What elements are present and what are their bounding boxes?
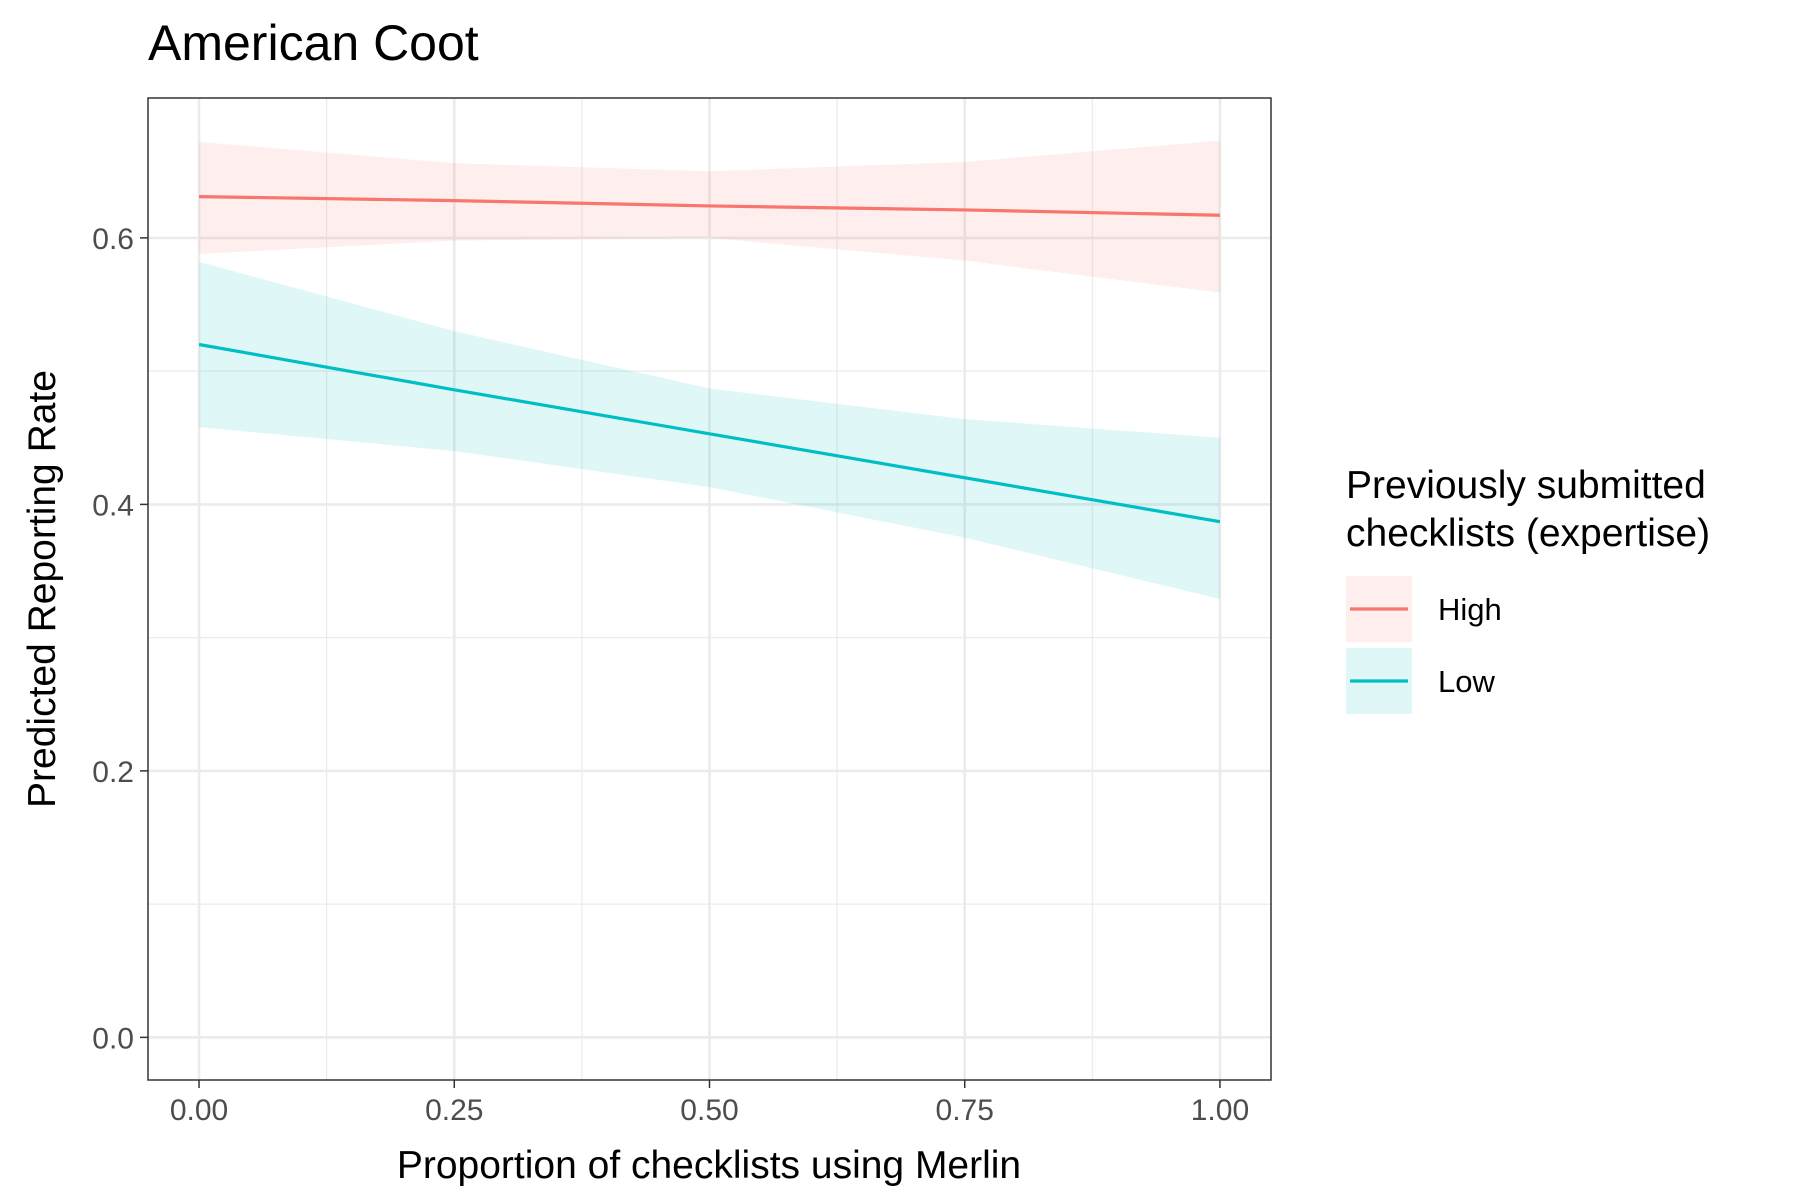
legend: Previously submitted checklists (experti… [1346,464,1710,714]
y-tick-label: 0.2 [92,756,134,789]
legend-item-high: High [1346,576,1502,642]
x-tick-label: 0.00 [170,1094,228,1127]
y-axis-title: Predicted Reporting Rate [21,370,64,808]
y-axis-ticks: 0.0 0.2 0.4 0.6 [92,223,148,1055]
x-tick-label: 1.00 [1191,1094,1249,1127]
legend-label: High [1438,592,1502,627]
y-tick-label: 0.0 [92,1022,134,1055]
legend-label: Low [1438,664,1495,699]
x-axis-title: Proportion of checklists using Merlin [397,1144,1021,1187]
x-axis-ticks: 0.00 0.25 0.50 0.75 1.00 [170,1080,1249,1127]
grid-major [148,98,1271,1080]
x-tick-label: 0.75 [936,1094,994,1127]
series-line-high [199,194,1220,217]
confidence-band-high [199,140,1220,293]
legend-item-low: Low [1346,648,1495,714]
legend-title-line-2: checklists (expertise) [1346,512,1710,555]
legend-title-line-1: Previously submitted [1346,464,1706,507]
confidence-band-low [199,261,1220,599]
series-line-low [198,342,1221,524]
x-tick-label: 0.25 [425,1094,483,1127]
series-lines [198,194,1221,524]
chart-title: American Coot [148,15,479,71]
confidence-bands [199,140,1220,599]
y-tick-label: 0.6 [92,223,134,256]
y-tick-label: 0.4 [92,489,134,522]
x-tick-label: 0.50 [680,1094,738,1127]
